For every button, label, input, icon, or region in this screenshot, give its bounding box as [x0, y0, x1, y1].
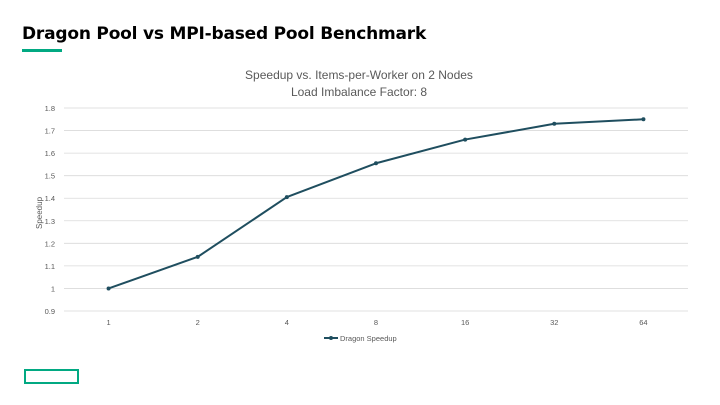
x-tick-labels: 1 2 4 8 16 32 64: [106, 318, 647, 327]
gridlines: [64, 107, 688, 312]
data-point: [106, 286, 111, 291]
series-layer: [106, 117, 646, 291]
y-axis-label: Speedup: [35, 196, 44, 229]
x-tick-label: 16: [461, 318, 469, 327]
data-point: [552, 121, 557, 126]
x-tick-label: 4: [285, 318, 289, 327]
data-point: [641, 117, 646, 122]
data-point: [195, 254, 200, 259]
slide-title: Dragon Pool vs MPI-based Pool Benchmark: [22, 24, 427, 44]
y-tick-label: 1.8: [45, 104, 55, 113]
hpe-logo: [24, 369, 79, 384]
y-tick-label: 1: [51, 284, 55, 293]
x-tick-label: 32: [550, 318, 558, 327]
title-underline: [22, 49, 62, 52]
y-tick-label: 0.9: [45, 307, 55, 316]
y-tick-labels: 0.9 1 1.1 1.2 1.3 1.4 1.5 1.6 1.7 1.8: [45, 104, 55, 316]
legend: Dragon Speedup: [324, 334, 397, 343]
x-tick-label: 1: [106, 318, 110, 327]
legend-swatch-marker: [329, 336, 333, 340]
y-tick-label: 1.6: [45, 149, 55, 158]
data-point: [284, 195, 289, 200]
chart-title: Speedup vs. Items-per-Worker on 2 Nodes: [245, 68, 473, 82]
legend-label: Dragon Speedup: [340, 334, 397, 343]
y-tick-label: 1.7: [45, 127, 55, 136]
data-point: [374, 161, 378, 166]
y-tick-label: 1.5: [45, 172, 55, 181]
x-tick-label: 64: [639, 318, 647, 327]
y-tick-label: 1.4: [45, 194, 55, 203]
x-tick-label: 2: [196, 318, 200, 327]
y-tick-label: 1.3: [45, 217, 55, 226]
chart-subtitle: Load Imbalance Factor: 8: [291, 85, 427, 99]
x-tick-label: 8: [374, 318, 378, 327]
series-line-0: [108, 118, 644, 290]
y-tick-label: 1.1: [45, 262, 55, 271]
data-point: [463, 137, 468, 142]
y-tick-label: 1.2: [45, 239, 55, 248]
